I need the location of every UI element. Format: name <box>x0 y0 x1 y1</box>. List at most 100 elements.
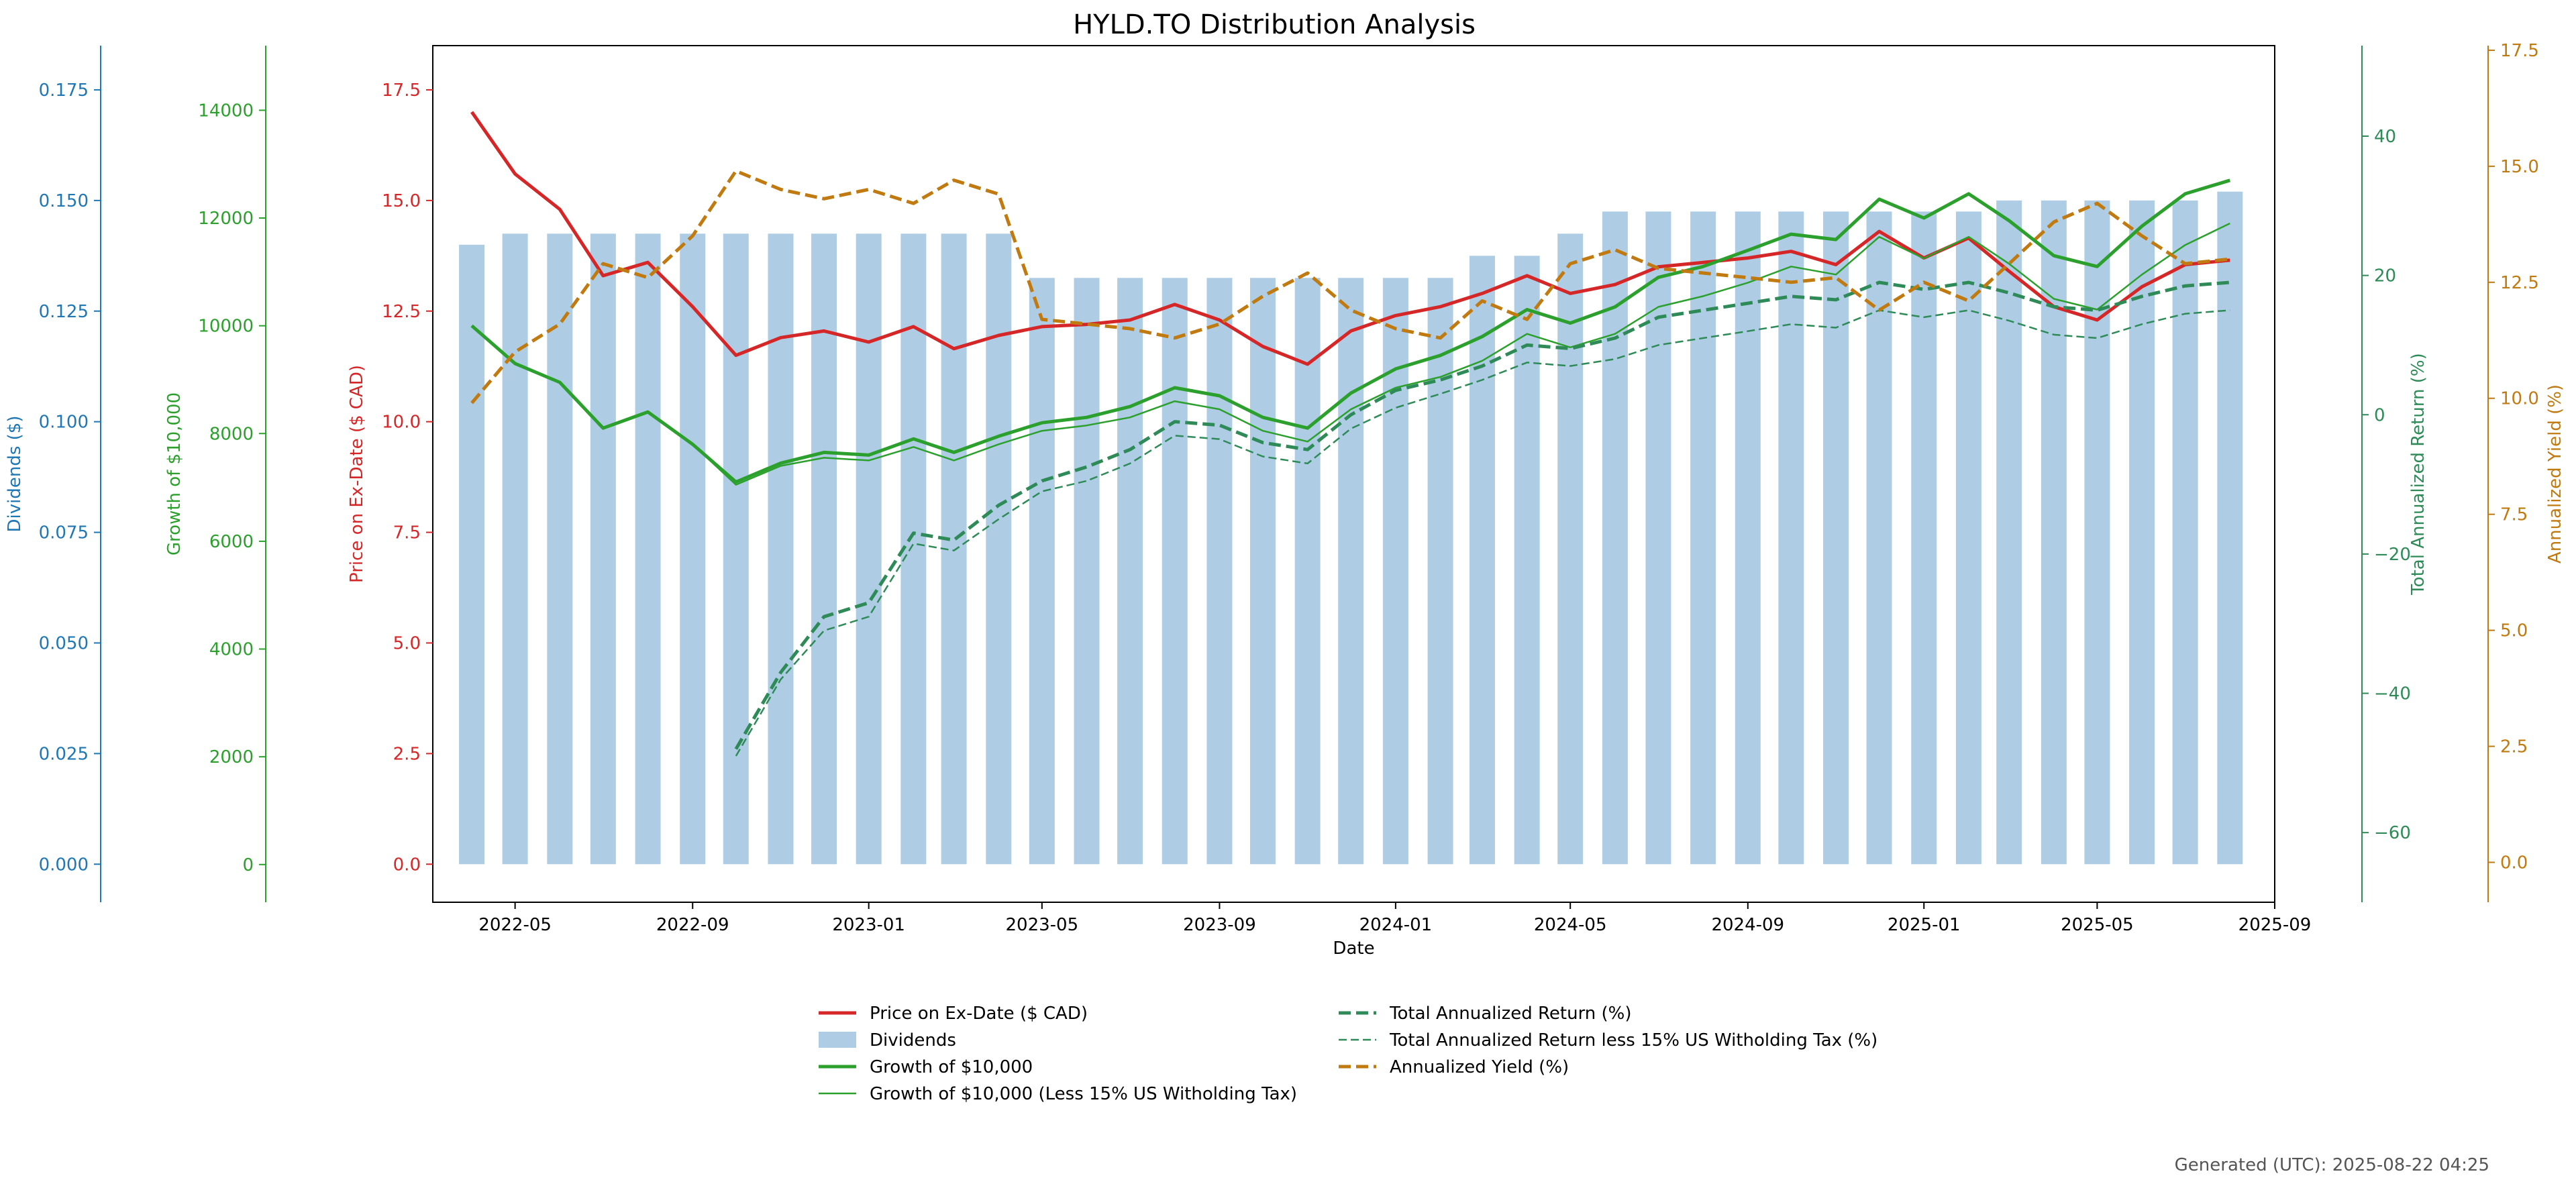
dividend-bar <box>1557 233 1584 865</box>
y-axis-label-price: Price on Ex-Date ($ CAD) <box>347 365 367 583</box>
y-tick-label: 0.025 <box>39 744 89 764</box>
dividend-bar <box>1690 211 1716 865</box>
legend-entry-growth-of-10-000: Growth of $10,000 <box>819 1057 1033 1077</box>
dividend-bar <box>986 233 1012 865</box>
dividend-bar <box>1029 278 1055 865</box>
dividend-bar <box>2041 200 2067 865</box>
y-tick-label: 4000 <box>209 640 254 660</box>
dividend-bar <box>2084 200 2110 865</box>
dividend-bar <box>502 233 528 865</box>
legend-label: Growth of $10,000 <box>870 1057 1033 1077</box>
dividend-bar <box>680 233 706 865</box>
x-tick-label: 2025-01 <box>1888 915 1961 935</box>
x-tick-label: 2022-05 <box>478 915 552 935</box>
dividend-bar <box>590 233 616 865</box>
dividend-bar <box>1162 278 1188 865</box>
y-axis-growth: 0 2000 4000 6000 8000 10000 12000 14000 Growth o… <box>164 46 266 902</box>
series-line-total-annualized-return-less-15-us-witholding-tax <box>735 309 2230 757</box>
y-axis-label-growth: Growth of $10,000 <box>164 392 185 555</box>
dividend-bar <box>459 244 485 865</box>
dividend-bar <box>1996 200 2022 865</box>
x-tick-label: 2023-09 <box>1183 915 1256 935</box>
plot-frame <box>432 45 2275 903</box>
y-tick-label: 8000 <box>209 424 254 444</box>
y-tick-label: 17.5 <box>2500 41 2539 61</box>
x-tick-label: 2025-09 <box>2238 915 2312 935</box>
y-tick-label: 0.0 <box>393 855 421 875</box>
footer-generated: Generated (UTC): 2025-08-22 04:25 <box>2175 1155 2489 1175</box>
dividend-bar <box>1074 278 1100 865</box>
dividend-bar <box>768 233 794 865</box>
dividend-bar <box>1911 211 1937 865</box>
dividend-bar <box>1117 278 1143 865</box>
y-tick-label: 17.5 <box>382 80 421 101</box>
y-tick-label: 12.5 <box>382 302 421 322</box>
legend-swatch <box>819 1032 856 1048</box>
y-tick-label: 7.5 <box>2500 505 2528 525</box>
dividend-bar <box>1955 211 1981 865</box>
dividend-bar <box>1866 211 1892 865</box>
legend-entry-total-annualized-return-less-15-us-witholding-tax: Total Annualized Return less 15% US With… <box>1339 1030 1877 1050</box>
y-tick-label: 0 <box>2374 405 2385 425</box>
y-tick-label: 7.5 <box>393 523 421 543</box>
y-tick-label: 40 <box>2374 127 2396 147</box>
dividend-bar <box>547 233 573 865</box>
dividend-bar <box>1338 278 1364 865</box>
dividend-bar <box>1382 278 1408 865</box>
y-tick-label: 10000 <box>198 317 254 337</box>
y-axis-label-yield: Annualized Yield (%) <box>2545 384 2565 563</box>
y-tick-label: 2.5 <box>393 744 421 764</box>
y-axis-tar: −60 −40 −20 0 20 40 Total Annualized Return (%… <box>2361 46 2428 902</box>
dividend-bar <box>811 233 837 865</box>
legend-label: Annualized Yield (%) <box>1390 1057 1569 1077</box>
legend-entry-total-annualized-return: Total Annualized Return (%) <box>1339 1004 1632 1024</box>
dividend-bar <box>1427 278 1453 865</box>
legend: Price on Ex-Date ($ CAD) Dividends Growth … <box>819 1004 1877 1104</box>
x-tick-label: 2022-09 <box>656 915 729 935</box>
dividend-bar <box>2217 191 2243 865</box>
axes: 2022-05 2022-09 2023-01 2023-05 2023-09 2024-… <box>5 41 2565 959</box>
series-line-annualized-yield <box>470 169 2230 405</box>
y-tick-label: −20 <box>2374 545 2411 565</box>
dividend-bar <box>1249 278 1276 865</box>
y-tick-label: 15.0 <box>2500 157 2539 177</box>
y-tick-label: 2.5 <box>2500 737 2528 757</box>
y-axis-label-tar: Total Annualized Return (%) <box>2408 353 2428 596</box>
y-tick-label: 20 <box>2374 266 2396 286</box>
x-tick-label: 2024-05 <box>1534 915 1607 935</box>
legend-label: Total Annualized Return (%) <box>1389 1004 1632 1024</box>
y-tick-label: 0.125 <box>39 302 89 322</box>
y-tick-label: 0.075 <box>39 523 89 543</box>
y-axis-dividends: 0.000 0.025 0.050 0.075 0.100 0.125 0.150 0.175… <box>5 46 101 902</box>
legend-label: Growth of $10,000 (Less 15% US Witholdin… <box>870 1084 1297 1104</box>
series-lines <box>470 111 2231 757</box>
dividend-bar <box>635 233 661 865</box>
y-tick-label: 12000 <box>198 209 254 229</box>
y-tick-label: 10.0 <box>2500 389 2539 409</box>
x-tick-label: 2023-05 <box>1006 915 1079 935</box>
y-tick-label: −60 <box>2374 823 2411 843</box>
legend-entry-dividends: Dividends <box>819 1030 956 1050</box>
dividend-bar <box>1778 211 1804 865</box>
y-tick-label: −40 <box>2374 684 2411 704</box>
x-tick-label: 2024-09 <box>1711 915 1784 935</box>
series-line-total-annualized-return <box>734 280 2230 750</box>
y-tick-label: 2000 <box>209 747 254 767</box>
y-axis-label-dividends: Dividends ($) <box>5 416 25 533</box>
dividend-bar <box>1735 211 1761 865</box>
y-axis-price: 0.0 2.5 5.0 7.5 10.0 12.5 15.0 17.5 Price on Ex-… <box>347 80 433 875</box>
y-tick-label: 14000 <box>198 101 254 121</box>
y-tick-label: 15.0 <box>382 191 421 211</box>
x-tick-label: 2024-01 <box>1359 915 1433 935</box>
y-tick-label: 10.0 <box>382 413 421 433</box>
legend-entry-growth-of-10-000-less-15-us-witholding-tax: Growth of $10,000 (Less 15% US Witholdin… <box>819 1084 1297 1104</box>
legend-label: Dividends <box>870 1030 956 1050</box>
dividend-bar <box>1645 211 1671 865</box>
dividend-bar <box>1206 278 1233 865</box>
legend-entry-annualized-yield: Annualized Yield (%) <box>1339 1057 1569 1077</box>
dividend-bar <box>1469 256 1495 865</box>
x-tick-label: 2025-05 <box>2061 915 2134 935</box>
dividend-bar <box>2172 200 2198 865</box>
x-tick-label: 2023-01 <box>832 915 905 935</box>
